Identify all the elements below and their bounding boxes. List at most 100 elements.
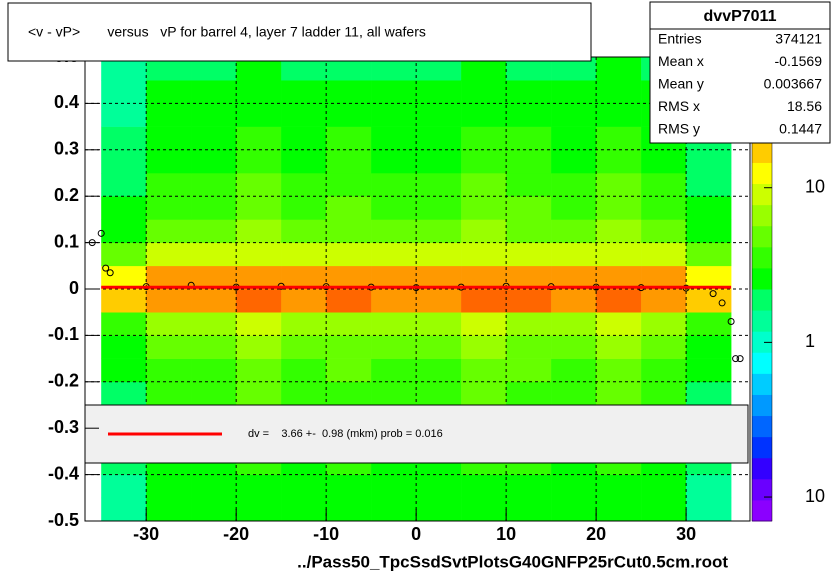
heat-cell	[416, 103, 462, 127]
heat-cell	[326, 80, 372, 104]
heat-cell	[461, 242, 507, 267]
color-scale	[752, 310, 772, 332]
heat-cell	[371, 312, 417, 336]
heat-cell	[146, 196, 192, 220]
heat-cell	[416, 173, 462, 197]
heat-cell	[641, 358, 687, 383]
heat-cell	[236, 265, 282, 290]
heat-cell	[281, 196, 327, 220]
heat-cell	[506, 149, 552, 174]
heat-cell	[596, 312, 642, 336]
heat-cell	[236, 381, 282, 406]
stats-label: Mean x	[658, 53, 704, 69]
heat-cell	[281, 312, 327, 336]
heat-cell	[506, 289, 552, 313]
heat-cell	[236, 149, 282, 174]
heat-cell	[371, 474, 417, 499]
heat-cell	[641, 196, 687, 220]
heat-cell	[551, 149, 597, 174]
heat-cell	[686, 242, 732, 267]
heat-cell	[146, 149, 192, 174]
heat-cell	[686, 265, 732, 290]
heat-cell	[281, 289, 327, 313]
heat-cell	[326, 196, 372, 220]
heat-cell	[101, 312, 147, 336]
heat-cell	[416, 497, 462, 522]
y-tick-label: 0.1	[54, 231, 79, 251]
heat-cell	[146, 335, 192, 359]
heat-cell	[281, 219, 327, 243]
color-scale	[752, 246, 772, 269]
stats-value: 0.1447	[779, 121, 822, 137]
color-scale	[752, 499, 772, 522]
heat-cell	[101, 196, 147, 220]
color-scale	[752, 331, 772, 353]
color-scale	[752, 436, 772, 459]
y-tick-label: -0.2	[48, 371, 79, 391]
chart-title: <v - vP> versus vP for barrel 4, layer 7…	[28, 24, 426, 40]
heat-cell	[416, 265, 462, 290]
heat-cell	[326, 312, 372, 336]
heat-cell	[551, 103, 597, 127]
heat-cell	[506, 497, 552, 522]
stats-name: dvvP7011	[704, 8, 777, 25]
heat-cell	[416, 80, 462, 104]
heat-cell	[281, 80, 327, 104]
z-tick-label: 10	[805, 176, 825, 196]
heat-cell	[146, 173, 192, 197]
heat-cell	[281, 381, 327, 406]
heat-cell	[461, 289, 507, 313]
heat-cell	[596, 149, 642, 174]
heat-cell	[641, 219, 687, 243]
heat-cell	[236, 497, 282, 522]
heat-cell	[191, 103, 237, 127]
heat-cell	[101, 80, 147, 104]
heat-cell	[596, 219, 642, 243]
heat-cell	[596, 126, 642, 151]
heat-cell	[641, 289, 687, 313]
heat-cell	[416, 126, 462, 151]
heat-cell	[326, 474, 372, 499]
heat-cell	[101, 219, 147, 243]
stats-value: 18.56	[787, 98, 822, 114]
heat-cell	[101, 335, 147, 359]
heat-cell	[551, 196, 597, 220]
profile-point	[97, 229, 105, 237]
heat-cell	[101, 242, 147, 267]
heat-cell	[281, 149, 327, 174]
heat-cell	[461, 103, 507, 127]
heat-cell	[281, 242, 327, 267]
heat-cell	[641, 474, 687, 499]
heat-cell	[371, 80, 417, 104]
heat-cell	[146, 57, 192, 81]
title-box	[7, 2, 592, 62]
heat-cell	[461, 80, 507, 104]
y-tick-label: -0.5	[48, 510, 79, 530]
heat-cell	[596, 497, 642, 522]
heat-cell	[191, 497, 237, 522]
y-tick-label: 0.2	[54, 185, 79, 205]
heat-cell	[371, 265, 417, 290]
heat-cell	[146, 242, 192, 267]
heat-cell	[371, 358, 417, 383]
stats-label: Mean y	[658, 76, 704, 92]
legend-text: dv = 3.66 +- 0.98 (mkm) prob = 0.016	[248, 428, 443, 440]
heat-cell	[281, 265, 327, 290]
heat-cell	[506, 242, 552, 267]
heat-cell	[596, 289, 642, 313]
y-tick-label: 0	[69, 278, 79, 298]
heat-cell	[281, 497, 327, 522]
heat-cell	[461, 173, 507, 197]
heat-cell	[551, 474, 597, 499]
heat-cell	[191, 196, 237, 220]
heat-cell	[461, 335, 507, 359]
heat-cell	[461, 196, 507, 220]
heat-cell	[686, 196, 732, 220]
color-scale	[752, 267, 772, 290]
z-tick-label: 10	[805, 486, 825, 506]
heat-cell	[101, 57, 147, 81]
heat-cell	[101, 173, 147, 197]
heat-cell	[461, 57, 507, 81]
stats-label: Entries	[658, 31, 702, 47]
heat-cell	[506, 381, 552, 406]
